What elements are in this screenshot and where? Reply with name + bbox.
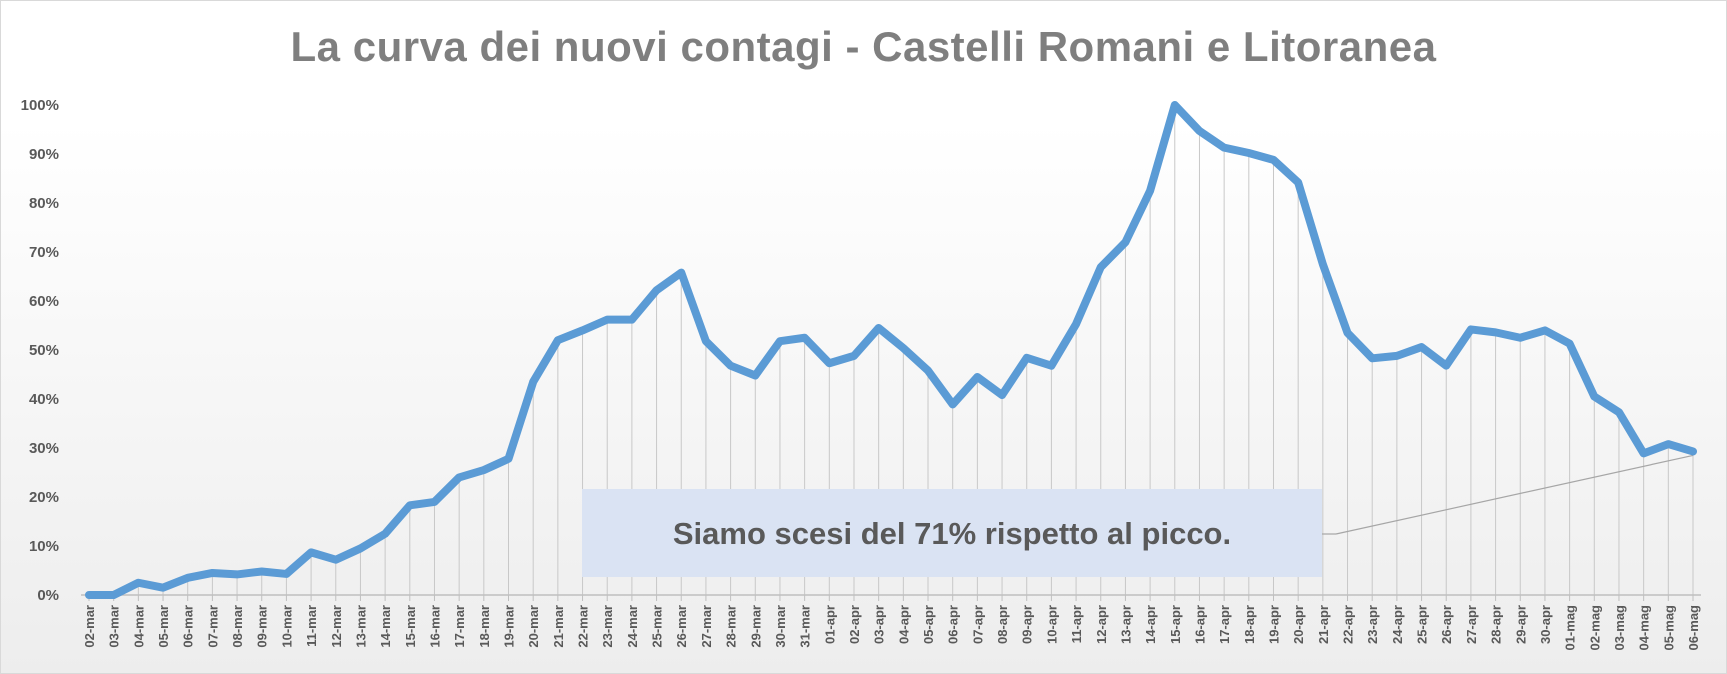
x-tick-label: 03-mag [1612, 605, 1627, 651]
x-tick-label: 03-apr [872, 605, 887, 644]
x-tick-label: 18-apr [1242, 605, 1257, 644]
x-tick-label: 04-mar [131, 605, 146, 648]
x-tick-label: 14-apr [1143, 605, 1158, 644]
series-line [85, 101, 1697, 599]
x-tick-label: 25-apr [1415, 605, 1430, 644]
x-tick-label: 23-mar [600, 605, 615, 648]
x-tick-label: 17-apr [1217, 605, 1232, 644]
x-tick-label: 20-apr [1291, 605, 1306, 644]
x-tick-label: 01-apr [822, 605, 837, 644]
x-tick-label: 12-mar [329, 605, 344, 648]
x-tick-label: 16-apr [1192, 605, 1207, 644]
annotation-text: Siamo scesi del 71% rispetto al picco. [673, 516, 1231, 551]
x-tick-label: 11-apr [1069, 605, 1084, 643]
y-tick-label: 80% [29, 195, 59, 212]
y-tick-label: 10% [29, 538, 59, 555]
x-tick-label: 05-mag [1661, 605, 1676, 651]
x-tick-label: 24-mar [625, 605, 640, 648]
x-tick-label: 16-mar [427, 605, 442, 648]
x-tick-label: 09-apr [1020, 605, 1035, 644]
x-tick-label: 10-apr [1044, 605, 1059, 644]
y-tick-label: 100% [21, 97, 59, 114]
y-tick-label: 30% [29, 440, 59, 457]
x-tick-label: 05-apr [921, 605, 936, 644]
x-tick-label: 29-mar [748, 605, 763, 648]
x-tick-label: 02-mag [1587, 605, 1602, 651]
x-tick-label: 30-apr [1538, 605, 1553, 644]
x-tick-label: 03-mar [107, 605, 122, 648]
y-tick-label: 20% [29, 489, 59, 506]
x-tick-label: 18-mar [477, 605, 492, 648]
x-tick-label: 14-mar [378, 605, 393, 648]
y-tick-label: 40% [29, 391, 59, 408]
x-tick-label: 21-mar [551, 605, 566, 648]
x-tick-label: 24-apr [1390, 605, 1405, 644]
chart-title: La curva dei nuovi contagi - Castelli Ro… [290, 23, 1437, 70]
y-tick-label: 70% [29, 244, 59, 261]
x-tick-label: 23-apr [1365, 605, 1380, 644]
x-tick-label: 19-apr [1266, 605, 1281, 644]
x-tick-label: 31-mar [798, 605, 813, 648]
x-tick-label: 28-mar [724, 605, 739, 648]
x-tick-label: 06-mag [1686, 605, 1701, 651]
annotation-leader-line [1335, 454, 1694, 535]
x-tick-label: 22-apr [1341, 605, 1356, 644]
x-tick-label: 10-mar [279, 605, 294, 648]
x-tick-label: 29-apr [1513, 605, 1528, 644]
x-tick-label: 17-mar [452, 605, 467, 648]
x-tick-label: 02-mar [82, 605, 97, 648]
x-tick-label: 13-mar [353, 605, 368, 648]
x-tick-label: 27-apr [1464, 605, 1479, 644]
y-tick-label: 90% [29, 146, 59, 163]
annotation-box [582, 489, 1322, 577]
x-tick-label: 04-mag [1637, 605, 1652, 651]
x-tick-label: 07-apr [970, 605, 985, 644]
x-tick-label: 08-mar [230, 605, 245, 648]
x-tick-label: 04-apr [896, 605, 911, 644]
y-tick-label: 0% [37, 587, 59, 604]
x-tick-label: 19-mar [502, 605, 517, 648]
x-tick-label: 26-apr [1439, 605, 1454, 644]
x-tick-label: 25-mar [650, 605, 665, 648]
x-tick-label: 15-apr [1168, 605, 1183, 644]
x-tick-label: 26-mar [674, 605, 689, 648]
x-tick-label: 13-apr [1118, 605, 1133, 644]
y-tick-label: 50% [29, 342, 59, 359]
x-tick-label: 06-apr [946, 605, 961, 644]
x-tick-label: 27-mar [699, 605, 714, 648]
x-axis: 02-mar 03-mar 04-mar 05-mar 06-mar 07-mar 08-m… [81, 594, 1701, 651]
x-tick-label: 21-apr [1316, 605, 1331, 644]
x-tick-label: 22-mar [576, 605, 591, 648]
x-tick-label: 02-apr [847, 605, 862, 644]
x-tick-label: 06-mar [181, 605, 196, 648]
y-tick-label: 60% [29, 293, 59, 310]
x-tick-label: 15-mar [403, 605, 418, 648]
x-tick-label: 12-apr [1094, 605, 1109, 644]
x-tick-label: 20-mar [526, 605, 541, 648]
annotation: Siamo scesi del 71% rispetto al picco. [582, 454, 1694, 577]
x-tick-label: 09-mar [255, 605, 270, 648]
x-tick-label: 01-mag [1563, 605, 1578, 651]
x-tick-label: 07-mar [205, 605, 220, 648]
y-axis: 0% 10% 20% 30% 40% 50% 60% 70% 80% 90% 100% [21, 97, 59, 604]
x-tick-label: 30-mar [773, 605, 788, 648]
x-tick-label: 08-apr [995, 605, 1010, 644]
x-tick-label: 11-mar [304, 605, 319, 647]
x-tick-label: 28-apr [1489, 605, 1504, 644]
x-tick-label: 05-mar [156, 605, 171, 648]
